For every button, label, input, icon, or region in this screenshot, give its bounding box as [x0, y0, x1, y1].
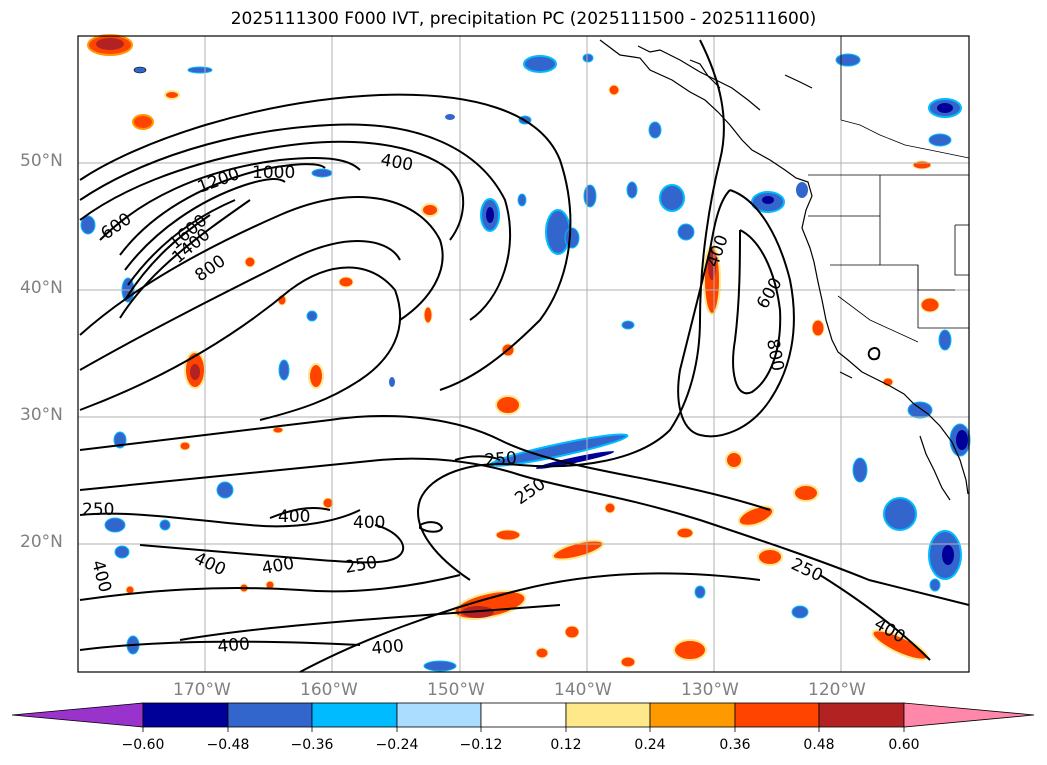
precip-blobs: [80, 34, 971, 672]
contour-label: 400: [278, 507, 310, 527]
contour-label: 250: [484, 448, 518, 471]
lon-label: 120°W: [808, 680, 866, 700]
lat-label: 40°N: [20, 278, 63, 298]
map-area: [78, 36, 969, 672]
colorbar-tick-label: −0.24: [375, 737, 419, 753]
colorbar-tick-label: −0.12: [459, 737, 503, 753]
lat-label: 20°N: [20, 532, 63, 552]
contour-label: 1000: [252, 163, 295, 183]
lon-label: 160°W: [300, 680, 358, 700]
contour-label: 250: [82, 500, 114, 520]
lat-label: 30°N: [20, 405, 63, 425]
colorbar-tick-label: −0.60: [121, 737, 165, 753]
lon-label: 170°W: [173, 680, 231, 700]
map-title: 2025111300 F000 IVT, precipitation PC (2…: [230, 9, 817, 29]
map-frame: [77, 35, 970, 673]
colorbar-tick-label: 0.12: [550, 737, 582, 753]
lat-label: 50°N: [20, 151, 63, 171]
ivt-contours: [79, 39, 970, 673]
lon-label: 150°W: [427, 680, 485, 700]
graticule: [78, 36, 969, 672]
lon-label: 130°W: [681, 680, 739, 700]
lon-label: 140°W: [554, 680, 612, 700]
colorbar-tick-label: −0.48: [206, 737, 250, 753]
borders: [808, 36, 970, 343]
colorbar-tick-label: 0.24: [634, 737, 666, 753]
colorbar: [11, 702, 1035, 732]
colorbar-tick-label: 0.60: [888, 737, 920, 753]
contour-label: 400: [353, 513, 385, 533]
coastlines: [599, 39, 969, 501]
contour-label: 400: [371, 636, 405, 659]
contour-label: 400: [217, 634, 251, 657]
colorbar-tick-label: 0.36: [719, 737, 751, 753]
colorbar-tick-label: 0.48: [803, 737, 835, 753]
colorbar-tick-label: −0.36: [290, 737, 334, 753]
